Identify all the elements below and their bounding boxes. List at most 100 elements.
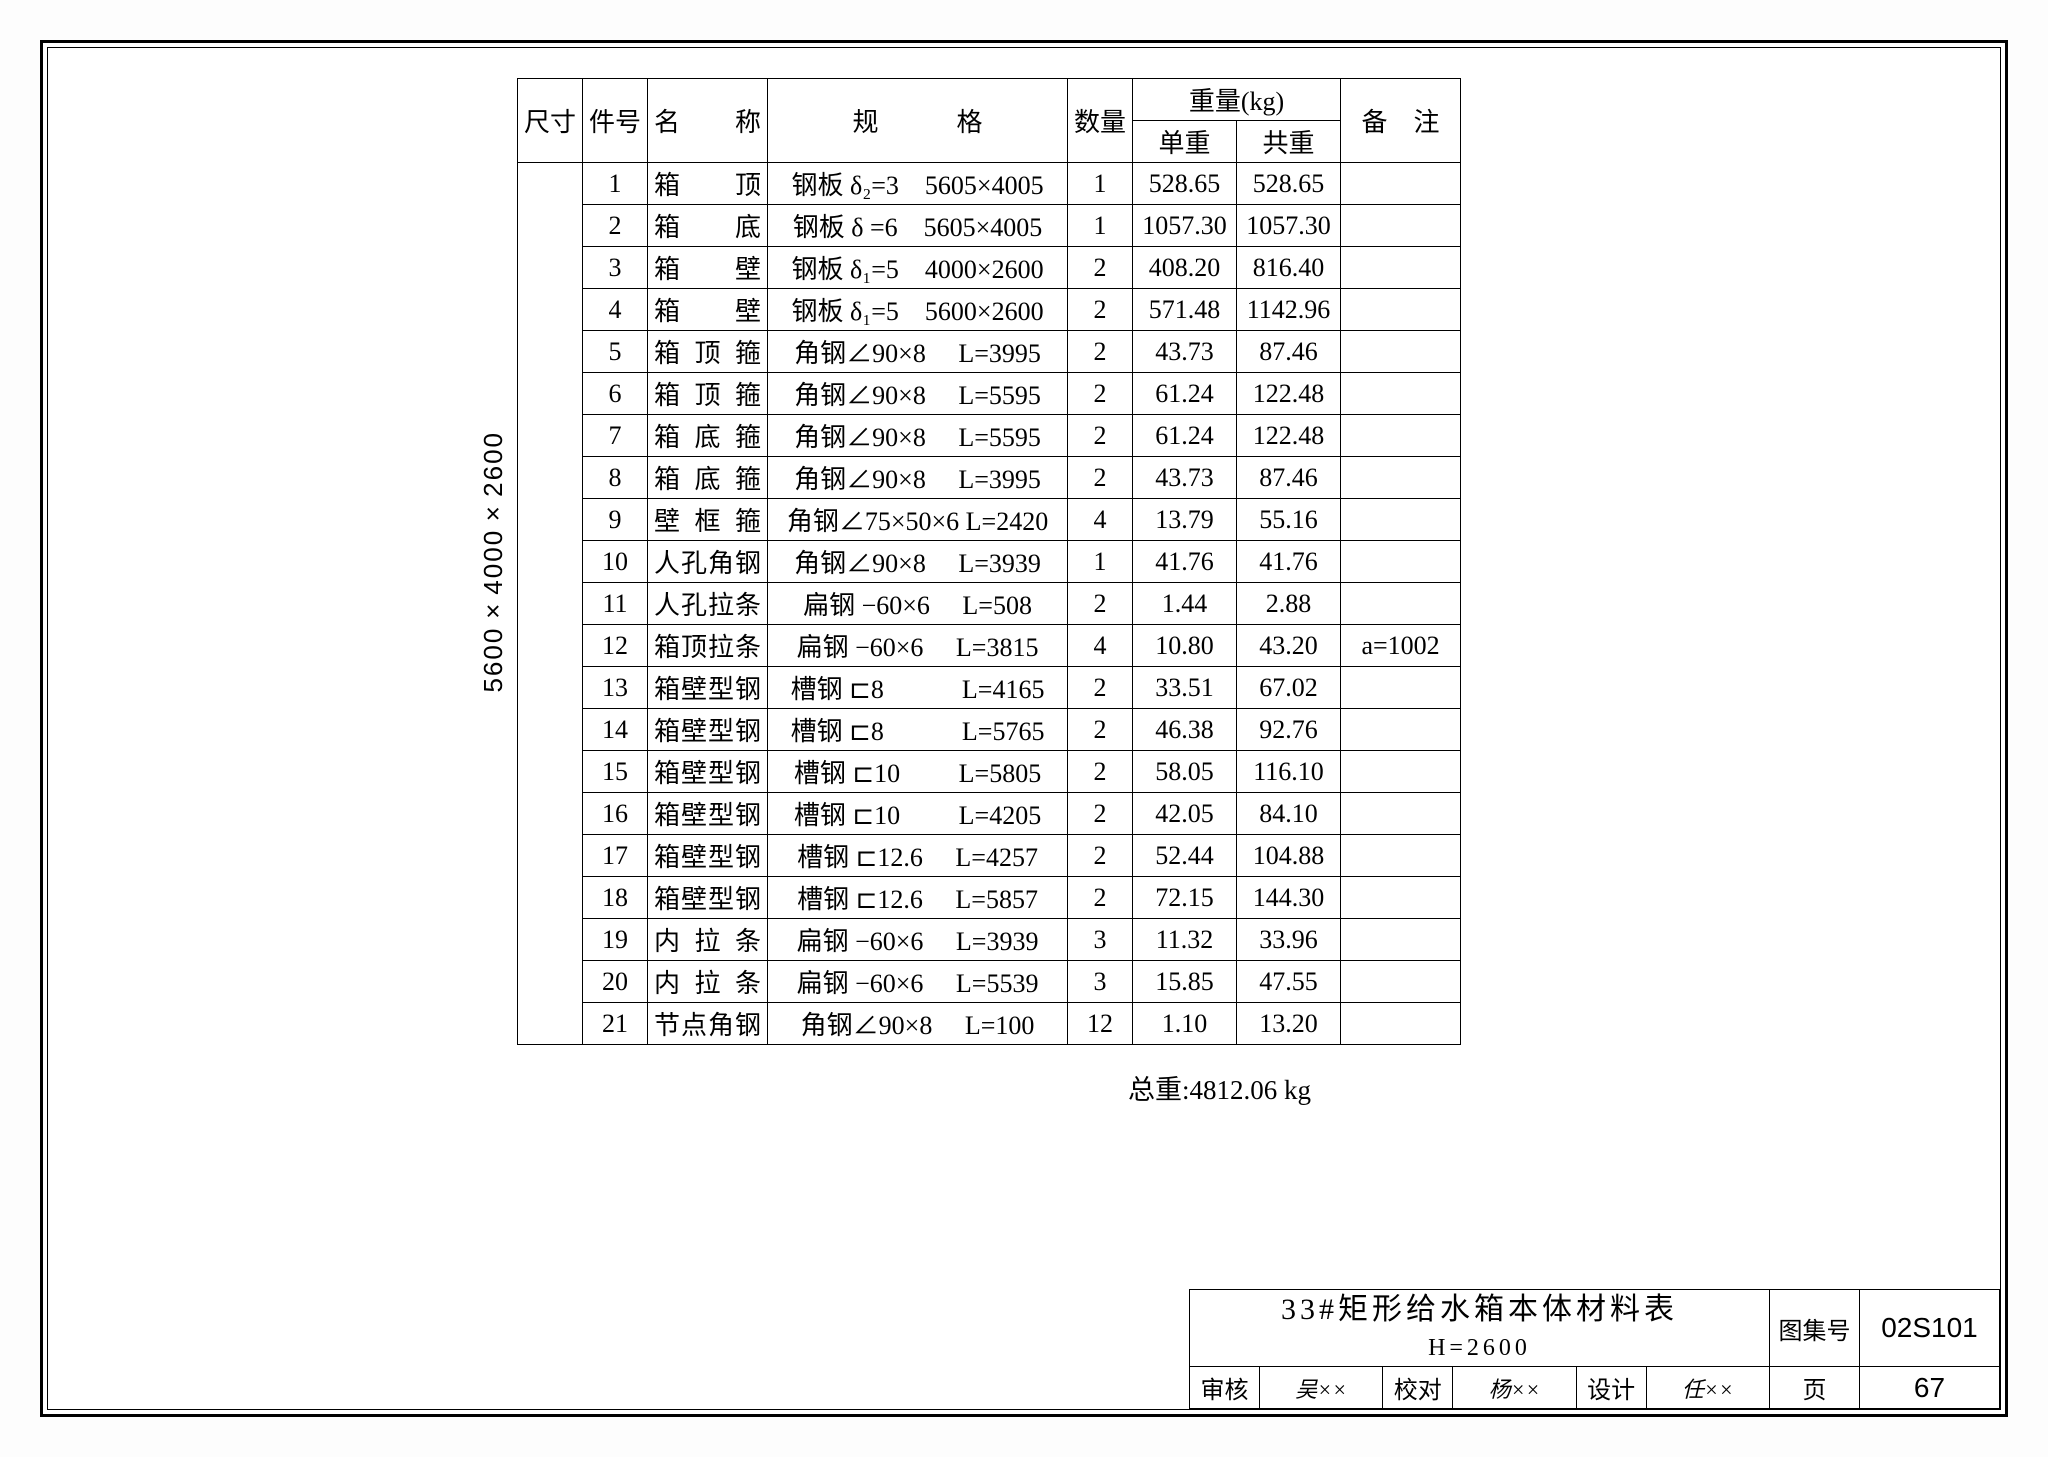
name-cell: 箱 壁 [648, 247, 768, 289]
partno-cell: 7 [583, 415, 648, 457]
total-weight-cell: 13.20 [1237, 1003, 1341, 1045]
name-cell: 人孔拉条 [648, 583, 768, 625]
qty-cell: 2 [1068, 793, 1133, 835]
unit-weight-cell: 58.05 [1133, 751, 1237, 793]
table-row: 13箱壁型钢槽钢 ⊏8 L=4165233.5167.02 [518, 667, 1461, 709]
name-cell: 内拉条 [648, 919, 768, 961]
name-cell: 箱壁型钢 [648, 877, 768, 919]
spec-cell: 槽钢 ⊏10 L=5805 [768, 751, 1068, 793]
total-weight-cell: 528.65 [1237, 163, 1341, 205]
catalog-number: 02S101 [1860, 1290, 2000, 1367]
hdr-name: 名 称 [648, 79, 768, 163]
partno-cell: 13 [583, 667, 648, 709]
table-row: 15箱壁型钢槽钢 ⊏10 L=5805258.05116.10 [518, 751, 1461, 793]
unit-weight-cell: 571.48 [1133, 289, 1237, 331]
unit-weight-cell: 10.80 [1133, 625, 1237, 667]
table-row: 17箱壁型钢槽钢 ⊏12.6 L=4257252.44104.88 [518, 835, 1461, 877]
partno-cell: 8 [583, 457, 648, 499]
unit-weight-cell: 61.24 [1133, 415, 1237, 457]
drawing-title: 33#矩形给水箱本体材料表 H=2600 [1190, 1290, 1770, 1367]
hdr-unit-weight: 单重 [1133, 121, 1237, 163]
qty-cell: 2 [1068, 247, 1133, 289]
partno-cell: 11 [583, 583, 648, 625]
total-weight-cell: 92.76 [1237, 709, 1341, 751]
name-cell: 箱 壁 [648, 289, 768, 331]
note-cell [1341, 163, 1461, 205]
table-row: 14箱壁型钢槽钢 ⊏8 L=5765246.3892.76 [518, 709, 1461, 751]
spec-cell: 角钢∠90×8 L=3995 [768, 331, 1068, 373]
total-weight-cell: 43.20 [1237, 625, 1341, 667]
note-cell [1341, 499, 1461, 541]
spec-cell: 角钢∠90×8 L=100 [768, 1003, 1068, 1045]
table-header: 尺寸 件号 名 称 规 格 数量 重量(kg) 备 注 单重 共重 [518, 79, 1461, 163]
hdr-total-weight: 共重 [1237, 121, 1341, 163]
page-number: 67 [1860, 1367, 2000, 1409]
title-line1: 33#矩形给水箱本体材料表 [1281, 1293, 1678, 1326]
spec-cell: 槽钢 ⊏10 L=4205 [768, 793, 1068, 835]
catalog-label: 图集号 [1770, 1290, 1860, 1367]
total-weight: 总重:4812.06 kg [1128, 1068, 1311, 1107]
spec-cell: 钢板 δ₁=5 5600×2600 [768, 289, 1068, 331]
note-cell [1341, 835, 1461, 877]
name-cell: 箱壁型钢 [648, 709, 768, 751]
name-cell: 箱壁型钢 [648, 667, 768, 709]
review-signature: 吴×× [1259, 1367, 1382, 1409]
total-weight-cell: 87.46 [1237, 331, 1341, 373]
spec-cell: 角钢∠90×8 L=5595 [768, 415, 1068, 457]
qty-cell: 2 [1068, 877, 1133, 919]
partno-cell: 5 [583, 331, 648, 373]
qty-cell: 3 [1068, 919, 1133, 961]
total-weight-cell: 87.46 [1237, 457, 1341, 499]
check-label: 校对 [1383, 1367, 1453, 1409]
table-row: 16箱壁型钢槽钢 ⊏10 L=4205242.0584.10 [518, 793, 1461, 835]
note-cell [1341, 667, 1461, 709]
table-row: 10人孔角钢角钢∠90×8 L=3939141.7641.76 [518, 541, 1461, 583]
note-cell [1341, 289, 1461, 331]
partno-cell: 15 [583, 751, 648, 793]
page-label: 页 [1770, 1367, 1860, 1409]
note-cell: a=1002 [1341, 625, 1461, 667]
total-weight-cell: 104.88 [1237, 835, 1341, 877]
table-row: 5箱顶箍角钢∠90×8 L=3995243.7387.46 [518, 331, 1461, 373]
note-cell [1341, 793, 1461, 835]
qty-cell: 2 [1068, 457, 1133, 499]
hdr-weight: 重量(kg) [1133, 79, 1341, 121]
unit-weight-cell: 46.38 [1133, 709, 1237, 751]
material-table-wrap: 5600×4000×2600 尺寸 件号 名 称 规 格 数量 重量(kg) 备… [478, 78, 1461, 1045]
note-cell [1341, 415, 1461, 457]
review-label: 审核 [1190, 1367, 1260, 1409]
total-weight-cell: 122.48 [1237, 415, 1341, 457]
unit-weight-cell: 11.32 [1133, 919, 1237, 961]
table-row: 18箱壁型钢槽钢 ⊏12.6 L=5857272.15144.30 [518, 877, 1461, 919]
note-cell [1341, 373, 1461, 415]
qty-cell: 2 [1068, 709, 1133, 751]
unit-weight-cell: 15.85 [1133, 961, 1237, 1003]
spec-cell: 扁钢 −60×6 L=5539 [768, 961, 1068, 1003]
qty-cell: 12 [1068, 1003, 1133, 1045]
table-row: 6箱顶箍角钢∠90×8 L=5595261.24122.48 [518, 373, 1461, 415]
unit-weight-cell: 72.15 [1133, 877, 1237, 919]
table-row: 1箱 顶钢板 δ₂=3 5605×40051528.65528.65 [518, 163, 1461, 205]
spec-cell: 钢板 δ₁=5 4000×2600 [768, 247, 1068, 289]
partno-cell: 18 [583, 877, 648, 919]
hdr-note: 备 注 [1341, 79, 1461, 163]
total-weight-cell: 1142.96 [1237, 289, 1341, 331]
partno-cell: 9 [583, 499, 648, 541]
size-cell [518, 163, 583, 1045]
partno-cell: 1 [583, 163, 648, 205]
unit-weight-cell: 1.10 [1133, 1003, 1237, 1045]
qty-cell: 2 [1068, 415, 1133, 457]
partno-cell: 12 [583, 625, 648, 667]
partno-cell: 14 [583, 709, 648, 751]
unit-weight-cell: 43.73 [1133, 331, 1237, 373]
total-weight-cell: 116.10 [1237, 751, 1341, 793]
name-cell: 人孔角钢 [648, 541, 768, 583]
note-cell [1341, 1003, 1461, 1045]
table-row: 9壁框箍角钢∠75×50×6 L=2420413.7955.16 [518, 499, 1461, 541]
note-cell [1341, 331, 1461, 373]
design-label: 设计 [1576, 1367, 1646, 1409]
drawing-inner-frame: 5600×4000×2600 尺寸 件号 名 称 规 格 数量 重量(kg) 备… [47, 47, 2001, 1410]
total-weight-cell: 41.76 [1237, 541, 1341, 583]
note-cell [1341, 961, 1461, 1003]
spec-cell: 槽钢 ⊏12.6 L=4257 [768, 835, 1068, 877]
